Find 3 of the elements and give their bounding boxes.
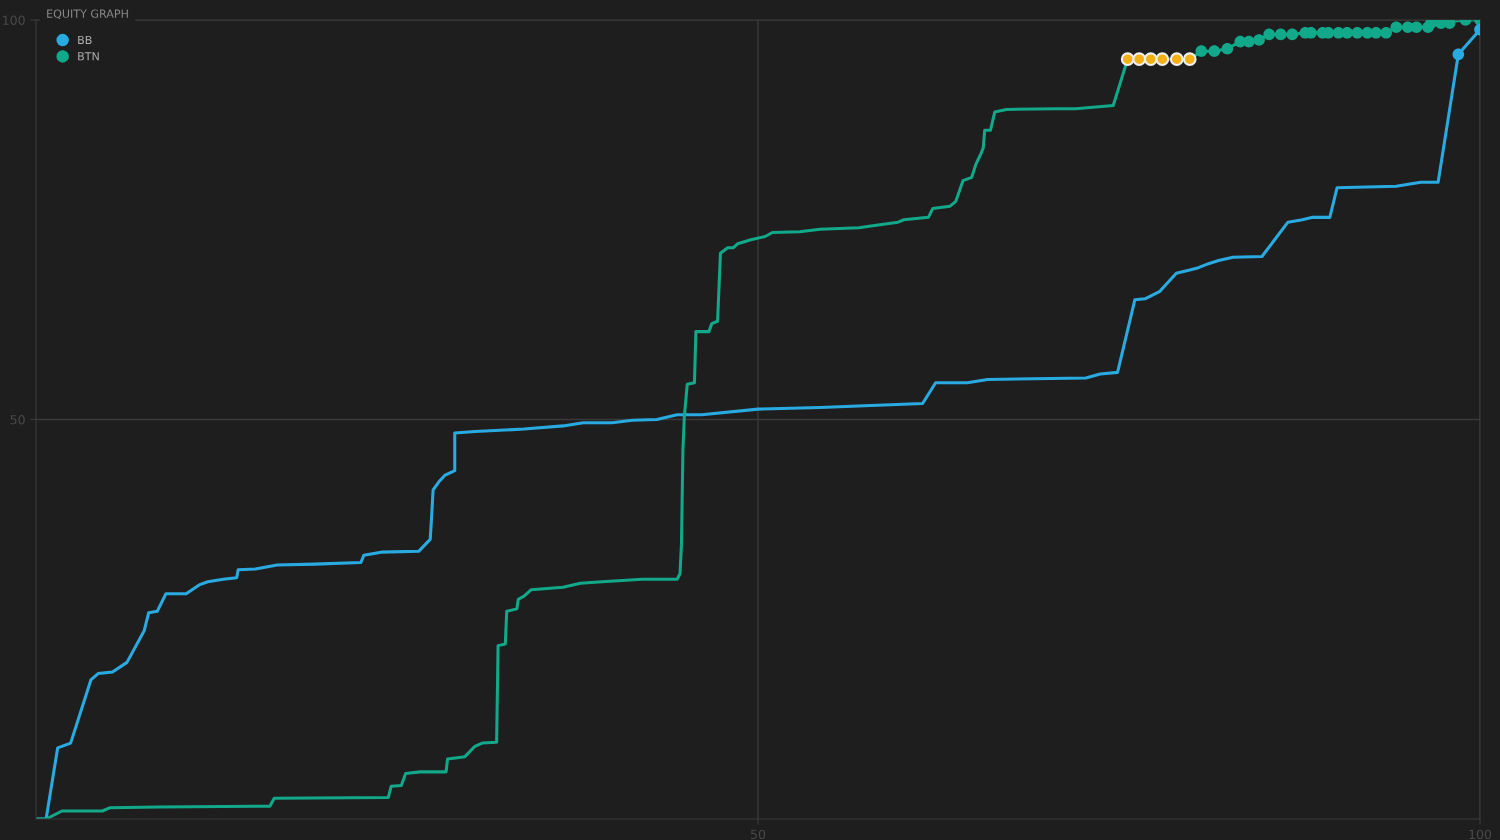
legend-label: BB	[78, 35, 92, 44]
legend-label: BTN	[78, 52, 99, 61]
chart-title: EQUITY GRAPH	[47, 9, 128, 20]
